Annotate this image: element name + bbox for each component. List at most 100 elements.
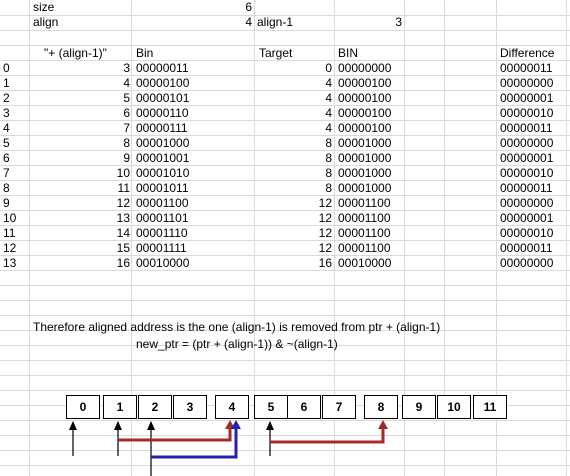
cell-difference[interactable]: 00000011 <box>500 181 553 195</box>
memory-cell: 9 <box>402 395 436 419</box>
cell-target-bin[interactable]: 00000100 <box>338 76 392 90</box>
cell-plus-align[interactable]: 3 <box>123 61 130 75</box>
cell-target-bin[interactable]: 00000100 <box>338 91 392 105</box>
cell-bin[interactable]: 00010000 <box>136 256 190 270</box>
row-index[interactable]: 2 <box>3 91 10 105</box>
cell-bin[interactable]: 00001011 <box>136 181 189 195</box>
cell-plus-align[interactable]: 16 <box>116 256 130 270</box>
cell-bin[interactable]: 00000101 <box>136 91 190 105</box>
cell-target[interactable]: 12 <box>318 196 332 210</box>
cell-bin[interactable]: 00001000 <box>136 136 190 150</box>
cell-target[interactable]: 4 <box>325 76 332 90</box>
row-index[interactable]: 12 <box>3 241 17 255</box>
row-index[interactable]: 13 <box>3 256 17 270</box>
cell-difference[interactable]: 00000001 <box>500 151 554 165</box>
cell-target[interactable]: 12 <box>318 211 332 225</box>
row-index[interactable]: 0 <box>3 61 10 75</box>
cell-target[interactable]: 4 <box>325 91 332 105</box>
cell-target[interactable]: 12 <box>318 226 332 240</box>
cell-bin[interactable]: 00000110 <box>136 106 189 120</box>
cell-difference[interactable]: 00000001 <box>500 91 554 105</box>
row-index[interactable]: 11 <box>3 226 16 240</box>
cell-difference[interactable]: 00000000 <box>500 76 554 90</box>
cell-difference[interactable]: 00000010 <box>500 106 554 120</box>
cell-target-bin[interactable]: 00010000 <box>338 256 392 270</box>
cell-plus-align[interactable]: 12 <box>116 196 130 210</box>
row-index[interactable]: 7 <box>3 166 10 180</box>
cell-target[interactable]: 0 <box>325 61 332 75</box>
cell-difference[interactable]: 00000011 <box>500 241 553 255</box>
align-value[interactable]: 4 <box>245 15 252 29</box>
cell-difference[interactable]: 00000000 <box>500 196 554 210</box>
cell-plus-align[interactable]: 6 <box>123 106 130 120</box>
grid-column-line <box>566 0 567 476</box>
cell-bin[interactable]: 00000011 <box>136 61 189 75</box>
cell-target[interactable]: 4 <box>325 106 332 120</box>
size-value[interactable]: 6 <box>245 0 252 14</box>
cell-difference[interactable]: 00000000 <box>500 136 554 150</box>
cell-difference[interactable]: 00000011 <box>500 61 553 75</box>
cell-bin[interactable]: 00001100 <box>136 196 189 210</box>
cell-plus-align[interactable]: 14 <box>116 226 130 240</box>
cell-target[interactable]: 16 <box>318 256 332 270</box>
cell-bin[interactable]: 00001010 <box>136 166 190 180</box>
cell-target-bin[interactable]: 00001000 <box>338 136 392 150</box>
cell-plus-align[interactable]: 9 <box>123 151 130 165</box>
row-index[interactable]: 1 <box>3 76 10 90</box>
header-target[interactable]: Target <box>259 46 293 60</box>
cell-difference[interactable]: 00000010 <box>500 166 554 180</box>
grid-row-line <box>0 315 570 316</box>
cell-target[interactable]: 12 <box>318 241 332 255</box>
cell-target-bin[interactable]: 00001000 <box>338 166 392 180</box>
cell-target-bin[interactable]: 00000000 <box>338 61 392 75</box>
header-target-bin[interactable]: BIN <box>338 46 359 60</box>
cell-target[interactable]: 8 <box>325 136 332 150</box>
cell-plus-align[interactable]: 15 <box>116 241 130 255</box>
row-index[interactable]: 5 <box>3 136 10 150</box>
cell-difference[interactable]: 00000010 <box>500 226 554 240</box>
cell-bin[interactable]: 00001110 <box>136 226 188 240</box>
size-label[interactable]: size <box>33 0 55 14</box>
header-difference[interactable]: Difference <box>500 46 555 60</box>
cell-difference[interactable]: 00000001 <box>500 211 554 225</box>
cell-bin[interactable]: 00000100 <box>136 76 190 90</box>
align-minus-value[interactable]: 3 <box>395 15 402 29</box>
cell-bin[interactable]: 00000111 <box>136 121 188 135</box>
align-label[interactable]: align <box>33 15 59 29</box>
cell-plus-align[interactable]: 13 <box>116 211 130 225</box>
cell-difference[interactable]: 00000011 <box>500 121 553 135</box>
cell-bin[interactable]: 00001101 <box>136 211 189 225</box>
cell-plus-align[interactable]: 11 <box>117 181 130 195</box>
cell-plus-align[interactable]: 10 <box>116 166 130 180</box>
row-index[interactable]: 6 <box>3 151 10 165</box>
cell-target-bin[interactable]: 00000100 <box>338 106 392 120</box>
row-index[interactable]: 8 <box>3 181 10 195</box>
cell-plus-align[interactable]: 5 <box>123 91 130 105</box>
cell-target[interactable]: 4 <box>325 121 332 135</box>
cell-plus-align[interactable]: 4 <box>123 76 130 90</box>
align-minus-label[interactable]: align-1 <box>257 15 294 29</box>
row-index[interactable]: 3 <box>3 106 10 120</box>
grid-row-line <box>0 465 570 466</box>
cell-target-bin[interactable]: 00001100 <box>338 241 391 255</box>
cell-target-bin[interactable]: 00001100 <box>338 226 391 240</box>
cell-bin[interactable]: 00001001 <box>136 151 190 165</box>
cell-target-bin[interactable]: 00000100 <box>338 121 392 135</box>
cell-target[interactable]: 8 <box>325 151 332 165</box>
cell-bin[interactable]: 00001111 <box>136 241 187 255</box>
cell-plus-align[interactable]: 7 <box>123 121 130 135</box>
row-index[interactable]: 10 <box>3 211 17 225</box>
cell-target-bin[interactable]: 00001100 <box>338 211 391 225</box>
cell-target-bin[interactable]: 00001000 <box>338 181 392 195</box>
cell-target-bin[interactable]: 00001100 <box>338 196 391 210</box>
row-index[interactable]: 9 <box>3 196 10 210</box>
grid-column-line <box>496 0 497 476</box>
header-plus-align[interactable]: "+ (align-1)" <box>44 46 107 60</box>
cell-target[interactable]: 8 <box>325 166 332 180</box>
cell-target-bin[interactable]: 00001000 <box>338 151 392 165</box>
cell-difference[interactable]: 00000000 <box>500 256 554 270</box>
header-bin[interactable]: Bin <box>136 46 154 60</box>
row-index[interactable]: 4 <box>3 121 10 135</box>
cell-target[interactable]: 8 <box>325 181 332 195</box>
cell-plus-align[interactable]: 8 <box>123 136 130 150</box>
